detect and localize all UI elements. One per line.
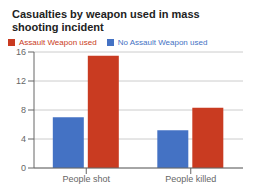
- svg-text:4: 4: [21, 134, 26, 144]
- html-text:No Assault Weapon used: No Assault Weapon used: [117, 38, 208, 47]
- svg-text:People shot: People shot: [62, 174, 110, 184]
- html-text:Assault Weapon used: Assault Weapon used: [19, 38, 97, 47]
- svg-text:People killed: People killed: [165, 174, 216, 184]
- html-text:shooting incident: shooting incident: [12, 21, 104, 33]
- svg-text:8: 8: [21, 105, 26, 115]
- svg-text:12: 12: [16, 76, 26, 86]
- svg-text:16: 16: [16, 47, 26, 57]
- html-text:Casualties by weapon used in m: Casualties by weapon used in mass: [12, 8, 200, 20]
- svg-text:0: 0: [21, 163, 26, 173]
